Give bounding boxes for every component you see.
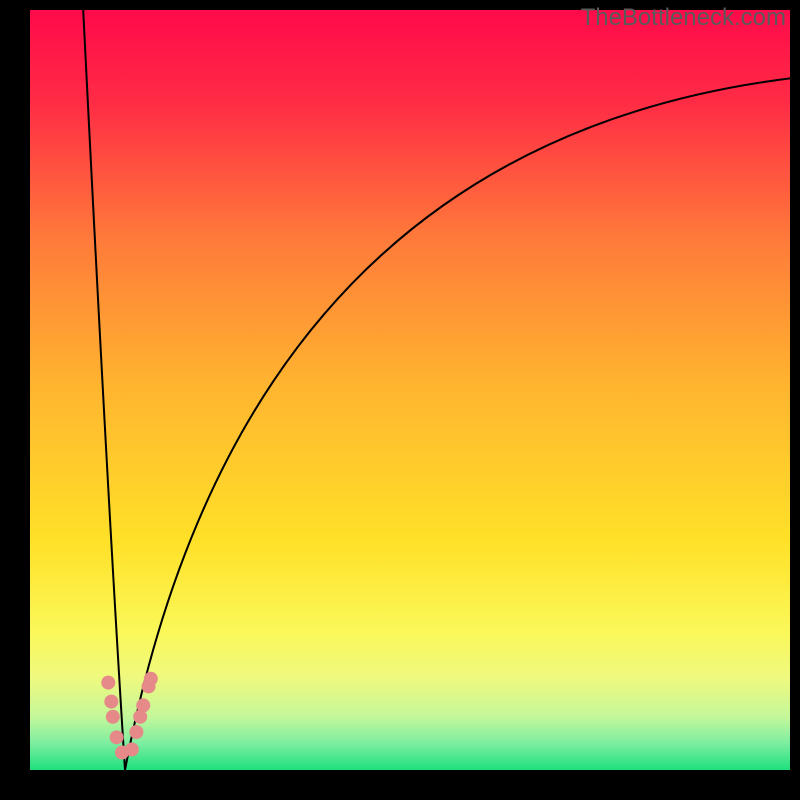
chart-frame: TheBottleneck.com bbox=[0, 0, 800, 800]
data-point bbox=[125, 742, 139, 756]
data-point bbox=[101, 676, 115, 690]
markers-svg bbox=[30, 10, 790, 770]
data-point bbox=[104, 695, 118, 709]
data-point bbox=[144, 672, 158, 686]
watermark-text: TheBottleneck.com bbox=[581, 4, 786, 32]
plot-area bbox=[30, 10, 790, 770]
data-point bbox=[136, 698, 150, 712]
data-point bbox=[129, 725, 143, 739]
data-point bbox=[110, 730, 124, 744]
data-point bbox=[106, 710, 120, 724]
